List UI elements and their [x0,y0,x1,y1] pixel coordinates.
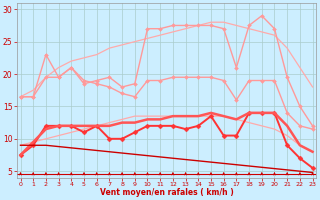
X-axis label: Vent moyen/en rafales ( km/h ): Vent moyen/en rafales ( km/h ) [100,188,233,197]
